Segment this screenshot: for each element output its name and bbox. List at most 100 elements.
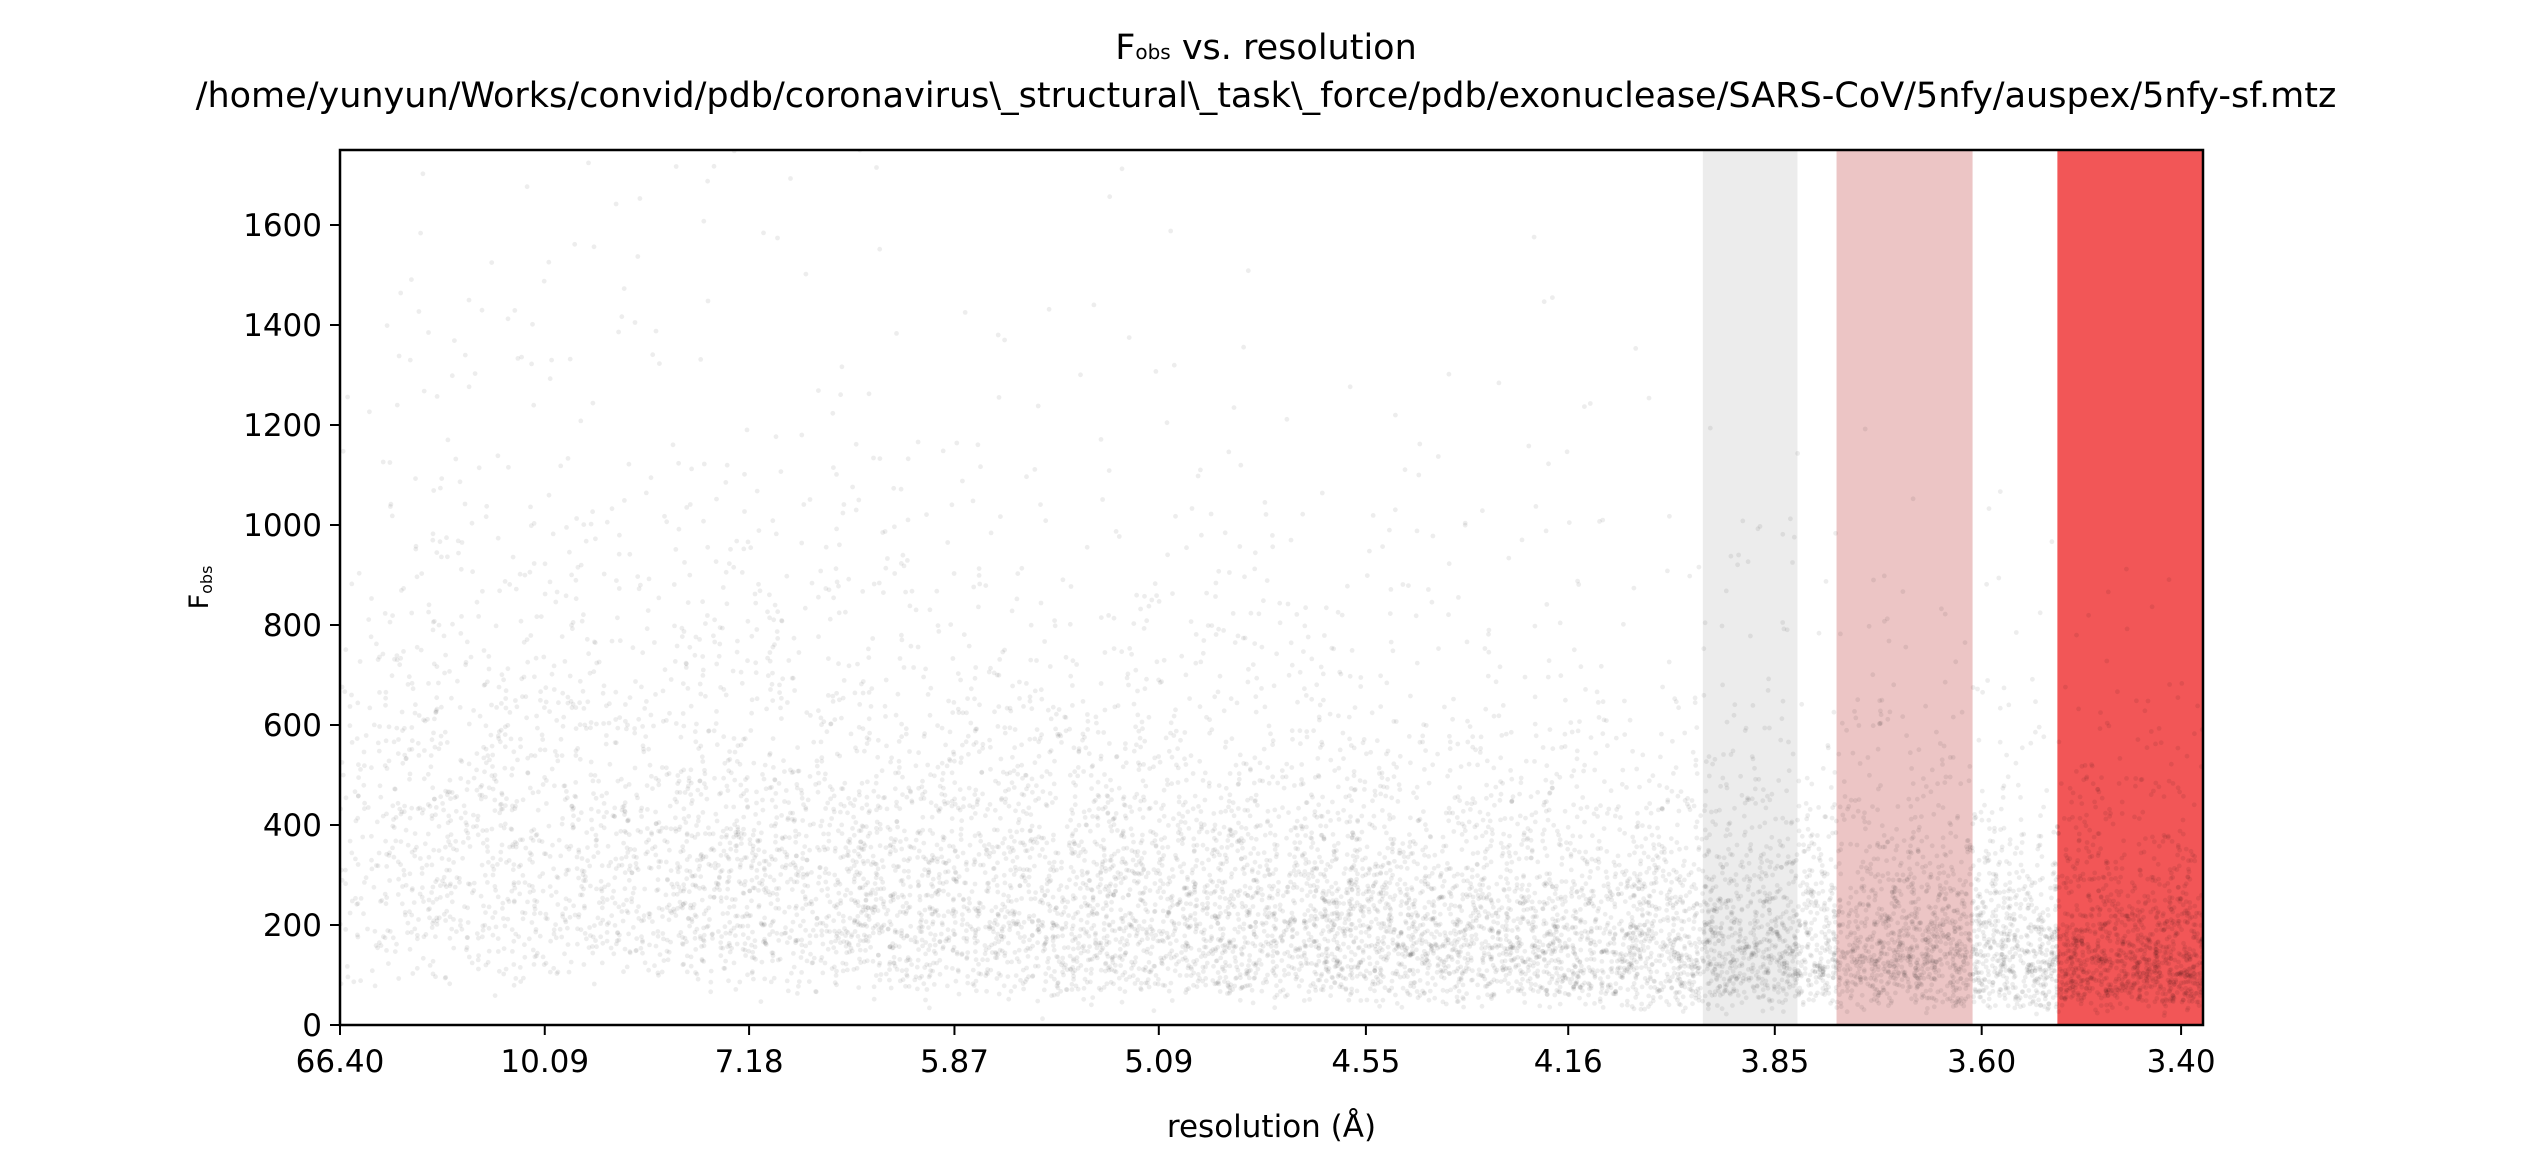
scatter-point — [1276, 814, 1282, 820]
scatter-point — [870, 853, 876, 859]
scatter-point — [1222, 896, 1228, 901]
scatter-point — [678, 734, 684, 740]
scatter-point — [803, 833, 809, 839]
scatter-point — [1757, 824, 1763, 830]
scatter-point — [865, 833, 871, 839]
scatter-point — [1204, 911, 1210, 917]
scatter-point — [750, 850, 755, 856]
scatter-point — [1898, 860, 1904, 866]
scatter-point — [1199, 860, 1205, 866]
scatter-point — [1967, 871, 1973, 877]
scatter-point — [706, 861, 712, 867]
scatter-point — [667, 803, 673, 809]
scatter-point — [1734, 882, 1739, 888]
scatter-point — [1600, 699, 1606, 705]
scatter-point — [537, 933, 543, 939]
scatter-point — [824, 915, 830, 920]
scatter-point — [2124, 566, 2129, 572]
scatter-point — [916, 947, 921, 952]
scatter-point — [1159, 863, 1165, 868]
scatter-point — [1391, 815, 1396, 820]
scatter-point — [462, 501, 468, 507]
scatter-point — [1176, 921, 1182, 926]
scatter-point — [1852, 930, 1857, 936]
scatter-point — [2103, 860, 2109, 866]
scatter-point — [1088, 828, 1093, 834]
scatter-point — [2006, 702, 2012, 708]
scatter-point — [2018, 934, 2024, 940]
scatter-point — [465, 835, 471, 841]
scatter-point — [1188, 619, 1194, 624]
scatter-point — [900, 552, 906, 558]
scatter-point — [454, 794, 460, 799]
scatter-point — [2189, 998, 2195, 1004]
scatter-point — [1706, 849, 1712, 855]
scatter-point — [626, 931, 631, 937]
scatter-point — [1842, 794, 1848, 799]
scatter-point — [1586, 981, 1591, 986]
scatter-point — [1605, 974, 1611, 980]
scatter-point — [2117, 953, 2123, 958]
scatter-point — [1882, 951, 1888, 957]
scatter-point — [1152, 902, 1158, 908]
scatter-point — [1837, 963, 1843, 969]
scatter-point — [1901, 838, 1907, 843]
scatter-point — [964, 928, 969, 934]
scatter-point — [594, 944, 599, 950]
scatter-point — [610, 895, 615, 901]
scatter-point — [1859, 876, 1865, 882]
scatter-point — [1526, 443, 1532, 449]
scatter-point — [1665, 568, 1670, 574]
scatter-point — [1604, 948, 1609, 954]
scatter-point — [1028, 657, 1034, 663]
scatter-point — [839, 364, 845, 370]
scatter-point — [600, 940, 606, 946]
scatter-point — [784, 978, 790, 984]
scatter-point — [581, 869, 587, 874]
scatter-point — [721, 734, 727, 740]
scatter-point — [2021, 978, 2027, 984]
scatter-point — [2132, 814, 2137, 820]
scatter-point — [1247, 958, 1252, 963]
scatter-point — [2139, 935, 2145, 940]
scatter-point — [1016, 910, 1022, 916]
scatter-point — [1932, 962, 1938, 968]
scatter-point — [1498, 791, 1504, 797]
scatter-point — [401, 809, 407, 815]
scatter-point — [1789, 948, 1795, 954]
scatter-point — [700, 654, 706, 659]
scatter-point — [754, 868, 760, 873]
scatter-point — [1341, 756, 1346, 761]
scatter-point — [416, 713, 422, 718]
scatter-point — [660, 914, 665, 919]
scatter-point — [1192, 793, 1198, 799]
scatter-point — [2152, 999, 2158, 1005]
scatter-point — [1228, 939, 1233, 945]
scatter-point — [543, 699, 549, 705]
scatter-point — [1019, 874, 1025, 880]
scatter-point — [510, 867, 516, 873]
scatter-point — [566, 969, 572, 975]
scatter-point — [987, 802, 993, 807]
scatter-point — [823, 806, 828, 811]
scatter-point — [1035, 998, 1041, 1004]
scatter-point — [1795, 451, 1800, 456]
scatter-point — [855, 933, 861, 939]
scatter-point — [1209, 936, 1215, 941]
scatter-point — [1546, 807, 1552, 813]
scatter-point — [1197, 921, 1203, 927]
scatter-point — [536, 789, 541, 795]
scatter-point — [2075, 992, 2081, 998]
scatter-point — [1367, 961, 1373, 967]
scatter-point — [604, 703, 609, 709]
scatter-point — [1963, 986, 1969, 991]
scatter-point — [846, 795, 851, 801]
scatter-point — [867, 934, 872, 939]
scatter-point — [1813, 900, 1819, 906]
scatter-point — [1164, 420, 1170, 426]
scatter-point — [694, 823, 699, 828]
scatter-point — [1961, 911, 1966, 917]
scatter-point — [1404, 866, 1410, 871]
scatter-point — [1630, 748, 1635, 754]
scatter-point — [943, 965, 949, 970]
